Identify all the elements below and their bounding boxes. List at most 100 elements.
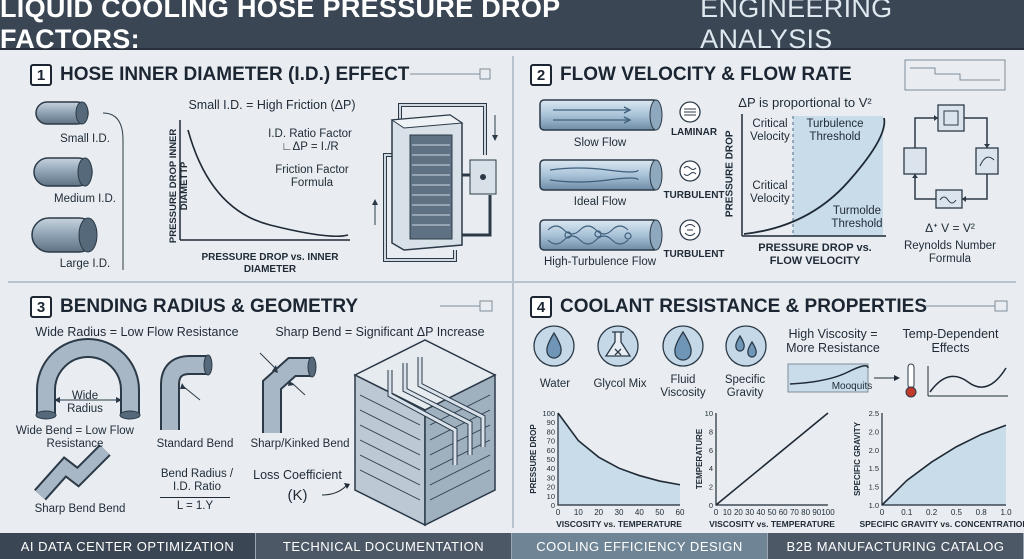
prop-water: Water	[539, 378, 571, 390]
y-tick-label: 10	[547, 492, 555, 501]
title-bold: LIQUID COOLING HOSE PRESSURE DROP FACTOR…	[0, 0, 560, 54]
flow-type-turbulent-1: TURBULENT	[663, 190, 725, 201]
y-tick-label: 1.5	[869, 483, 879, 492]
x-axis-label: VISCOSITY vs. TEMPERATURE	[709, 519, 835, 529]
y-tick-label: 4	[709, 464, 713, 473]
turbulence-threshold-1: Turbulence Threshold	[806, 118, 864, 144]
panel1-number: 1	[30, 64, 52, 86]
x-axis-label: VISCOSITY vs. TEMPERATURE	[556, 519, 682, 529]
x-axis-label: SPECIFIC GRAVITY vs. CONCENTRATION	[859, 519, 1024, 529]
panel2-xlabel: PRESSURE DROP vs. FLOW VELOCITY	[758, 242, 872, 267]
title-rest: ENGINEERING ANALYSIS	[700, 0, 893, 54]
footer-item-1: AI DATA CENTER OPTIMIZATION	[0, 533, 256, 559]
footer: AI DATA CENTER OPTIMIZATION TECHNICAL DO…	[0, 533, 1024, 559]
critical-velocity-2: Critical Velocity	[750, 180, 790, 206]
x-tick-label: 0.8	[976, 508, 988, 517]
hose-cylinders	[31, 101, 124, 270]
mini-graph-label: Mooquits	[831, 381, 873, 392]
area-fill	[558, 413, 680, 505]
y-tick-label: 2.0	[869, 446, 879, 455]
y-tick-label: 2	[709, 483, 713, 492]
y-axis-label: PRESSURE DROP	[529, 424, 538, 494]
x-tick-label: 20	[734, 508, 743, 517]
header: LIQUID COOLING HOSE PRESSURE DROP FACTOR…	[0, 0, 1024, 54]
y-tick-label: 80	[547, 427, 555, 436]
panel1-title: 1 HOSE INNER DIAMETER (I.D.) EFFECT	[30, 64, 409, 86]
x-tick-label: 0	[556, 508, 561, 517]
y-axis-label: SPECIFIC GRAVITY	[853, 421, 862, 496]
server-rack-diagram	[372, 103, 498, 262]
panel1-chart-title: Small I.D. = High Friction (ΔP)	[188, 98, 356, 112]
y-tick-label: 50	[547, 455, 555, 464]
temp-effects-note: Temp-Dependent Effects	[902, 327, 999, 356]
panel2-number: 2	[530, 64, 552, 86]
x-tick-label: 10	[723, 508, 732, 517]
series-line	[715, 412, 829, 506]
flow-type-turbulent-2: TURBULENT	[663, 249, 725, 260]
bend-illustrations	[34, 338, 317, 501]
velocity-chart	[741, 114, 886, 237]
decor-line-4	[925, 300, 1008, 312]
x-tick-label: 0	[714, 508, 719, 517]
panel2-ylabel: PRESSURE DROP	[724, 130, 736, 218]
x-tick-label: 50	[768, 508, 777, 517]
area-fill	[882, 425, 1006, 505]
loss-coefficient-k: (K)	[287, 487, 308, 504]
x-tick-label: 30	[745, 508, 754, 517]
prop-fluid-viscosity: Fluid Viscosity	[660, 374, 706, 400]
decor-line-3	[440, 300, 493, 312]
panel2-chart-title: ΔP is proportional to V²	[738, 95, 872, 110]
loss-arrow	[321, 483, 350, 496]
y-tick-label: 90	[547, 418, 555, 427]
series-line	[557, 412, 681, 486]
panel3-sub-right: Sharp Bend = Significant ΔP Increase	[275, 325, 485, 339]
x-tick-label: 10	[574, 508, 583, 517]
x-tick-label: 20	[594, 508, 603, 517]
viscosity-note: High Viscosity = More Resistance	[786, 327, 880, 356]
prop-specific-gravity: Specific Gravity	[724, 374, 766, 400]
id-pressure-chart	[179, 120, 350, 241]
x-tick-label: 60	[779, 508, 788, 517]
hose-large-label: Large I.D.	[59, 258, 111, 270]
critical-velocity-1: Critical Velocity	[750, 118, 790, 144]
loss-coefficient-label: Loss Coefficient	[253, 468, 342, 482]
vertical-divider	[512, 56, 514, 528]
x-tick-label: 60	[676, 508, 685, 517]
standard-bend-label: Standard Bend	[156, 438, 234, 450]
y-tick-label: 0	[709, 501, 713, 510]
wide-bend-label: Wide Bend = Low Flow Resistance	[16, 425, 134, 451]
turbulence-threshold-2: Turmolde Threshold	[831, 205, 883, 231]
panel3-title: 3 BENDING RADIUS & GEOMETRY	[30, 296, 358, 318]
flow-pipes	[539, 99, 663, 251]
reynolds-formula: Δᐩ V = V²	[925, 221, 975, 235]
pipe-turbulence-label: High-Turbulence Flow	[543, 256, 657, 268]
footer-item-4: B2B MANUFACTURING CATALOG	[768, 533, 1024, 559]
x-tick-label: 70	[790, 508, 799, 517]
coolant-property-icons	[533, 325, 767, 367]
ratio-rule	[160, 497, 230, 498]
x-tick-label: 100	[821, 508, 835, 517]
y-tick-label: 1.5	[869, 464, 879, 473]
panel2-title: 2 FLOW VELOCITY & FLOW RATE	[530, 64, 852, 86]
x-tick-label: 0.1	[901, 508, 913, 517]
y-tick-label: 6	[709, 446, 713, 455]
isometric-server-rack	[353, 339, 497, 527]
footer-item-2: TECHNICAL DOCUMENTATION	[256, 533, 512, 559]
chart-viscosity-pressure: 0 10 20 30 40 50 600102030405060708090100VISCO…	[529, 409, 685, 529]
panel4-number: 4	[530, 296, 552, 318]
y-tick-label: 100	[542, 409, 555, 418]
decor-line-1	[410, 68, 491, 80]
panel1-xlabel: PRESSURE DROP vs. INNER DIAMETER	[201, 252, 339, 275]
flow-type-laminar: LAMINAR	[670, 127, 718, 138]
x-tick-label: 0	[880, 508, 885, 517]
y-tick-label: 2.0	[869, 427, 879, 436]
y-tick-label: 60	[547, 446, 555, 455]
y-tick-label: 10	[705, 409, 713, 418]
reynolds-loop-diagram	[903, 104, 999, 209]
hose-small-label: Small I.D.	[60, 133, 110, 145]
x-tick-label: 1.0	[1000, 508, 1012, 517]
reynolds-formula-label: Reynolds Number Formula	[903, 240, 997, 266]
bend-ratio-formula: L = 1.Y	[176, 500, 214, 512]
pipe-slow-label: Slow Flow	[573, 137, 627, 149]
decor-mini-chart	[904, 59, 1006, 91]
